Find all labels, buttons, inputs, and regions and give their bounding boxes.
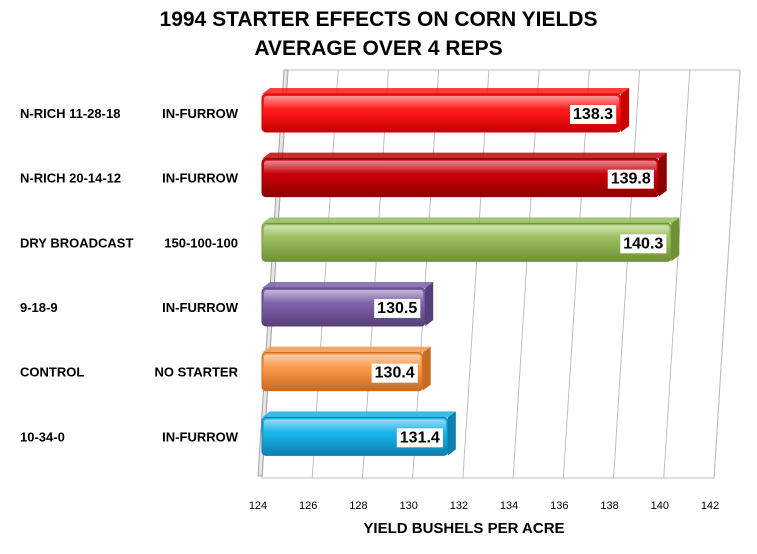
x-tick-label: 128 xyxy=(349,500,367,512)
bar-highlight xyxy=(264,225,670,239)
bar-top-face xyxy=(262,88,630,94)
bar-highlight xyxy=(264,160,657,174)
bar-end-face xyxy=(422,346,431,391)
bar-end-face xyxy=(621,88,630,132)
x-tick-label: 140 xyxy=(651,500,669,512)
x-tick-label: 124 xyxy=(249,500,267,512)
category-label-sub: 150-100-100 xyxy=(164,235,238,250)
data-label: 131.4 xyxy=(400,429,440,446)
data-label: 139.8 xyxy=(611,171,651,188)
category-label: 9-18-9 xyxy=(20,300,58,315)
x-tick-label: 132 xyxy=(450,500,468,512)
bar-top-face xyxy=(262,282,434,288)
gridline xyxy=(562,69,590,479)
bar-end-face xyxy=(658,152,667,197)
category-label-sub: IN-FURROW xyxy=(162,171,239,186)
gridline xyxy=(462,69,490,479)
data-label: 130.5 xyxy=(377,300,417,317)
bar-highlight xyxy=(264,96,620,110)
category-label-sub: IN-FURROW xyxy=(162,106,239,121)
x-tick-label: 134 xyxy=(500,500,518,512)
bar-top-face xyxy=(262,152,667,159)
bar-top-face xyxy=(262,346,431,353)
category-label: N-RICH 11-28-18 xyxy=(20,106,120,121)
x-axis-title: YIELD BUSHELS PER ACRE xyxy=(363,520,564,537)
bar-top-face xyxy=(262,411,456,418)
gridline xyxy=(311,69,339,479)
x-tick-label: 138 xyxy=(600,500,618,512)
gridline xyxy=(613,69,641,479)
data-label-box xyxy=(607,169,654,189)
category-label: DRY BROADCAST xyxy=(20,235,133,250)
bar-end-face xyxy=(447,411,456,456)
gridline xyxy=(663,69,691,479)
gridline xyxy=(412,69,440,479)
data-label-box xyxy=(371,363,418,383)
chart-title-line-2: AVERAGE OVER 4 REPS xyxy=(254,37,503,60)
category-label: 10-34-0 xyxy=(20,429,65,444)
data-label-box xyxy=(570,105,617,124)
gridline xyxy=(713,69,741,479)
data-label-box xyxy=(396,428,443,448)
category-label-sub: IN-FURROW xyxy=(162,429,239,444)
data-label: 130.4 xyxy=(375,365,415,382)
bar-top-face xyxy=(262,217,680,224)
x-tick-label: 136 xyxy=(550,500,568,512)
category-label: CONTROL xyxy=(20,365,84,380)
bar-end-face xyxy=(671,217,680,262)
x-tick-label: 142 xyxy=(701,500,719,512)
bar-end-face xyxy=(425,282,434,326)
data-label: 140.3 xyxy=(623,235,663,252)
category-label-sub: NO STARTER xyxy=(154,365,238,380)
data-label-box xyxy=(374,299,421,318)
gridline xyxy=(361,69,389,479)
category-label: N-RICH 20-14-12 xyxy=(20,171,121,186)
chart-title-line-1: 1994 STARTER EFFECTS ON CORN YIELDS xyxy=(159,8,598,31)
x-tick-label: 130 xyxy=(399,500,417,512)
x-tick-label: 126 xyxy=(299,500,317,512)
data-label: 138.3 xyxy=(573,106,613,123)
category-label-sub: IN-FURROW xyxy=(162,300,239,315)
gridline xyxy=(512,69,540,479)
data-label-box xyxy=(620,234,667,254)
